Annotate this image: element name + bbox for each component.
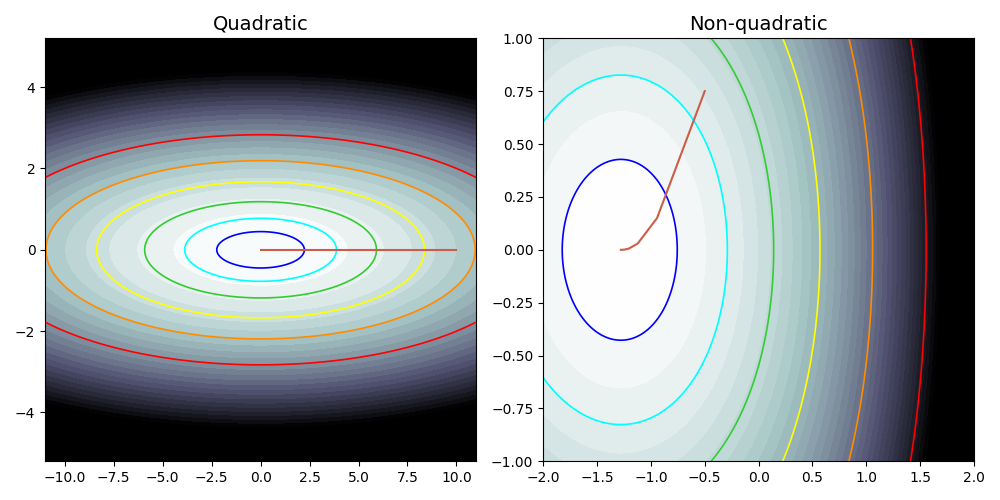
Title: Quadratic: Quadratic [213,15,308,34]
Title: Non-quadratic: Non-quadratic [689,15,828,34]
